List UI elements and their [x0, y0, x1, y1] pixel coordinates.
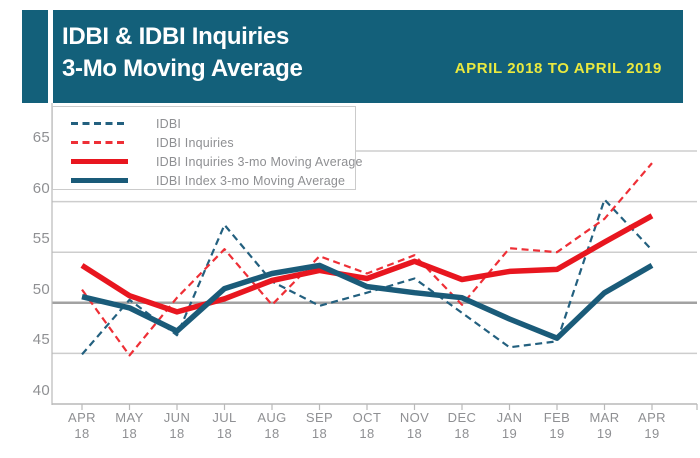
- legend-swatch-solid-line: [71, 178, 128, 183]
- x-tick-label-month: DEC: [447, 410, 477, 425]
- x-tick-label: JUN 18: [153, 410, 201, 442]
- x-tick-label-year: 18: [454, 426, 470, 441]
- x-tick-label-year: 18: [169, 426, 185, 441]
- legend-item: IDBI: [53, 114, 355, 133]
- legend-label: IDBI: [156, 116, 182, 131]
- y-tick-label: 65: [32, 129, 50, 146]
- x-tick-label-year: 18: [311, 426, 328, 441]
- x-tick-label: MAY 18: [106, 410, 154, 442]
- x-tick-label-month: APR: [638, 410, 666, 425]
- y-tick-label: 55: [32, 230, 50, 248]
- x-tick-label-month: JAN: [496, 410, 523, 425]
- legend: IDBI IDBI Inquiries IDBI Inquiries 3-mo Mo…: [52, 106, 362, 190]
- x-tick-label-year: 18: [216, 426, 233, 441]
- header-accent-stripe: [48, 10, 53, 103]
- x-tick-label-month: AUG: [257, 410, 287, 425]
- x-tick-label-year: 18: [359, 426, 375, 441]
- x-tick-label: AUG 18: [248, 410, 296, 442]
- x-tick-label-year: 19: [644, 426, 660, 441]
- x-tick-label: FEB 19: [533, 410, 581, 442]
- series-line-idbi: [81, 198, 653, 356]
- series-line-idbi-inquiries: [81, 162, 653, 357]
- y-tick-label: 45: [32, 331, 50, 349]
- legend-swatch-solid-line: [71, 159, 128, 164]
- x-tick-label-year: 19: [549, 426, 565, 441]
- x-tick-label-month: SEP: [305, 410, 334, 425]
- x-tick-label: SEP 18: [296, 410, 344, 442]
- x-tick-label-year: 18: [406, 426, 423, 441]
- x-tick-label: JUL 18: [201, 410, 249, 442]
- x-tick-label-year: 18: [121, 426, 138, 441]
- x-tick-label: MAR 19: [581, 410, 629, 442]
- x-tick-label-year: 19: [501, 426, 518, 441]
- series-line-idbi-index-3-mo-moving-average: [81, 262, 654, 341]
- legend-label: IDBI Inquiries 3-mo Moving Average: [156, 154, 363, 169]
- y-tick-label: 50: [32, 280, 50, 298]
- x-tick-label-month: MAR: [589, 410, 620, 425]
- series-line-idbi-inquiries-3-mo-moving-average: [80, 213, 654, 315]
- chart-title: IDBI & IDBI Inquiries 3-Mo Moving Averag…: [62, 21, 303, 85]
- legend-swatch-dashed-line: [71, 122, 128, 125]
- chart-title-line2: 3-Mo Moving Average: [62, 55, 303, 82]
- legend-label: IDBI Index 3-mo Moving Average: [156, 173, 346, 188]
- legend-swatch-dashed-line: [71, 141, 128, 144]
- x-tick-label: APR 19: [628, 410, 676, 442]
- legend-item: IDBI Inquiries: [53, 133, 355, 152]
- x-tick-label-year: 18: [74, 426, 90, 441]
- x-tick-label-month: MAY: [115, 410, 144, 425]
- x-tick-label-year: 18: [264, 426, 280, 441]
- x-tick-label: NOV 18: [391, 410, 439, 442]
- x-tick-label-month: OCT: [352, 410, 382, 425]
- x-tick-label: JAN 19: [486, 410, 534, 442]
- x-tick-label-month: JUL: [212, 410, 237, 425]
- header-banner: IDBI & IDBI Inquiries 3-Mo Moving Averag…: [22, 10, 683, 103]
- x-tick-label: DEC 18: [438, 410, 486, 442]
- legend-item: IDBI Index 3-mo Moving Average: [53, 171, 355, 190]
- y-tick-label: 40: [32, 382, 50, 399]
- x-tick-label-month: JUN: [163, 410, 191, 425]
- x-tick-label-month: APR: [68, 410, 96, 425]
- x-tick-label-year: 19: [596, 426, 613, 441]
- x-tick-label: OCT 18: [343, 410, 391, 442]
- legend-label: IDBI Inquiries: [156, 135, 234, 150]
- period-label: APRIL 2018 TO APRIL 2019: [454, 60, 662, 77]
- x-tick-label-month: FEB: [543, 410, 571, 425]
- x-tick-label-month: NOV: [399, 410, 430, 425]
- legend-item: IDBI Inquiries 3-mo Moving Average: [53, 152, 362, 171]
- y-tick-label: 60: [32, 179, 50, 197]
- x-tick-label: APR 18: [58, 410, 106, 442]
- chart-title-line1: IDBI & IDBI Inquiries: [62, 23, 290, 50]
